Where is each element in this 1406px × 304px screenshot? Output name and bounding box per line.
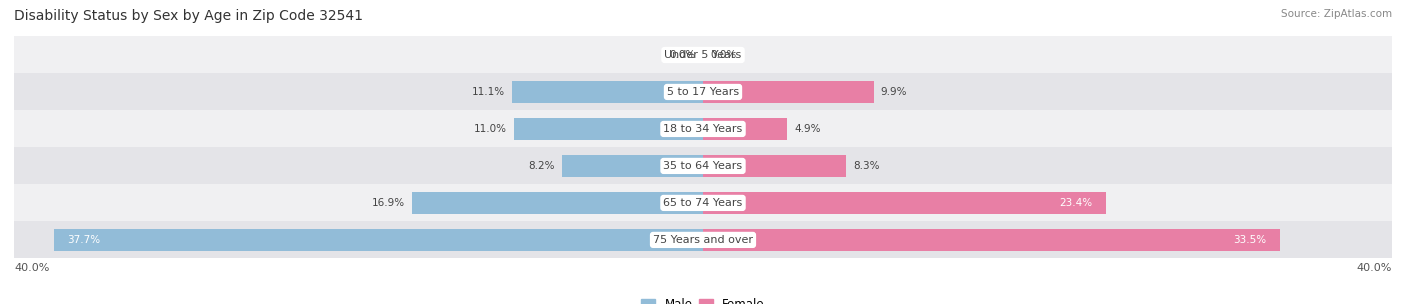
Text: 40.0%: 40.0% bbox=[1357, 263, 1392, 273]
Bar bbox=[703, 192, 1107, 214]
Bar bbox=[412, 192, 703, 214]
Text: 11.0%: 11.0% bbox=[474, 124, 506, 134]
Text: Source: ZipAtlas.com: Source: ZipAtlas.com bbox=[1281, 9, 1392, 19]
Bar bbox=[562, 155, 703, 177]
Text: 16.9%: 16.9% bbox=[373, 198, 405, 208]
Bar bbox=[14, 221, 1392, 258]
Bar bbox=[14, 36, 1392, 74]
Text: 18 to 34 Years: 18 to 34 Years bbox=[664, 124, 742, 134]
Text: 23.4%: 23.4% bbox=[1059, 198, 1092, 208]
Bar bbox=[703, 155, 846, 177]
Text: 0.0%: 0.0% bbox=[669, 50, 696, 60]
Text: 33.5%: 33.5% bbox=[1233, 235, 1267, 245]
Text: 0.0%: 0.0% bbox=[710, 50, 737, 60]
Bar bbox=[14, 147, 1392, 185]
Text: 5 to 17 Years: 5 to 17 Years bbox=[666, 87, 740, 97]
Legend: Male, Female: Male, Female bbox=[637, 295, 769, 304]
Text: 8.2%: 8.2% bbox=[529, 161, 555, 171]
Text: 8.3%: 8.3% bbox=[853, 161, 879, 171]
Bar bbox=[703, 81, 873, 103]
Text: 65 to 74 Years: 65 to 74 Years bbox=[664, 198, 742, 208]
Bar bbox=[53, 229, 703, 250]
Bar bbox=[703, 118, 787, 140]
Bar bbox=[14, 110, 1392, 147]
Bar bbox=[703, 229, 1279, 250]
Text: 35 to 64 Years: 35 to 64 Years bbox=[664, 161, 742, 171]
Text: 4.9%: 4.9% bbox=[794, 124, 821, 134]
Bar bbox=[14, 185, 1392, 221]
Text: Under 5 Years: Under 5 Years bbox=[665, 50, 741, 60]
Bar bbox=[512, 81, 703, 103]
Text: 11.1%: 11.1% bbox=[472, 87, 505, 97]
Text: 9.9%: 9.9% bbox=[880, 87, 907, 97]
Text: 40.0%: 40.0% bbox=[14, 263, 49, 273]
Text: 75 Years and over: 75 Years and over bbox=[652, 235, 754, 245]
Text: 37.7%: 37.7% bbox=[67, 235, 101, 245]
Bar bbox=[14, 74, 1392, 110]
Text: Disability Status by Sex by Age in Zip Code 32541: Disability Status by Sex by Age in Zip C… bbox=[14, 9, 363, 23]
Bar bbox=[513, 118, 703, 140]
